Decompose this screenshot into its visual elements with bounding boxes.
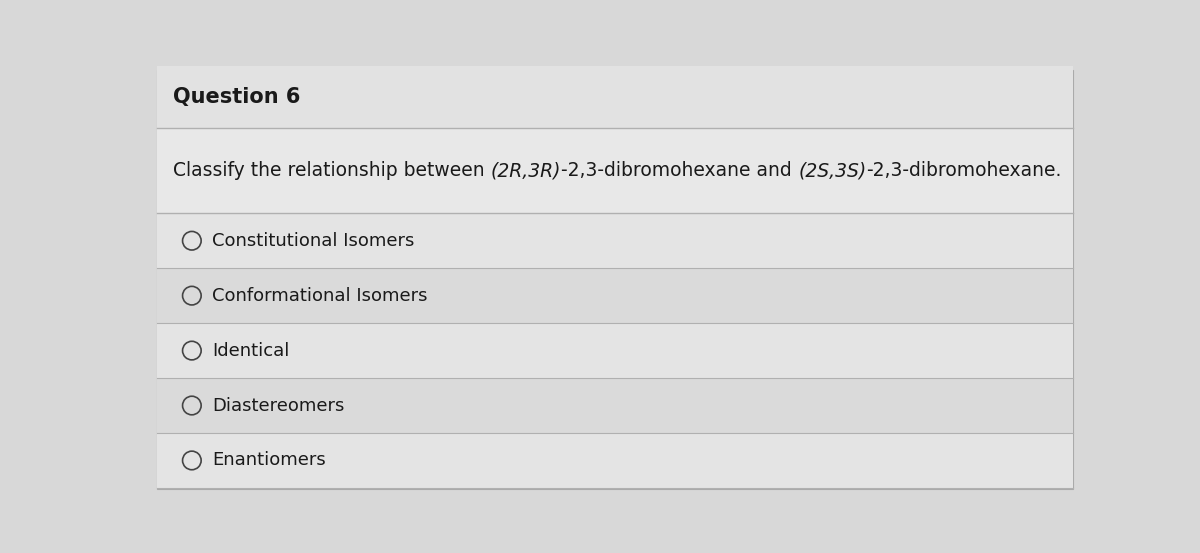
Text: Question 6: Question 6 [173, 87, 301, 107]
Text: Diastereomers: Diastereomers [212, 397, 344, 415]
FancyBboxPatch shape [157, 433, 1073, 488]
FancyBboxPatch shape [157, 128, 1073, 213]
FancyBboxPatch shape [157, 378, 1073, 433]
FancyBboxPatch shape [157, 66, 1073, 128]
FancyBboxPatch shape [157, 213, 1073, 268]
Text: Enantiomers: Enantiomers [212, 451, 326, 469]
Text: (2R,3R): (2R,3R) [491, 161, 562, 180]
Text: Conformational Isomers: Conformational Isomers [212, 286, 428, 305]
FancyBboxPatch shape [157, 70, 1073, 489]
Text: Constitutional Isomers: Constitutional Isomers [212, 232, 415, 250]
Text: Classify the relationship between: Classify the relationship between [173, 161, 491, 180]
FancyBboxPatch shape [157, 268, 1073, 323]
Text: Identical: Identical [212, 342, 289, 359]
FancyBboxPatch shape [157, 323, 1073, 378]
Text: -2,3-dibromohexane and: -2,3-dibromohexane and [562, 161, 798, 180]
Text: (2S,3S): (2S,3S) [798, 161, 866, 180]
Text: -2,3-dibromohexane.: -2,3-dibromohexane. [866, 161, 1062, 180]
